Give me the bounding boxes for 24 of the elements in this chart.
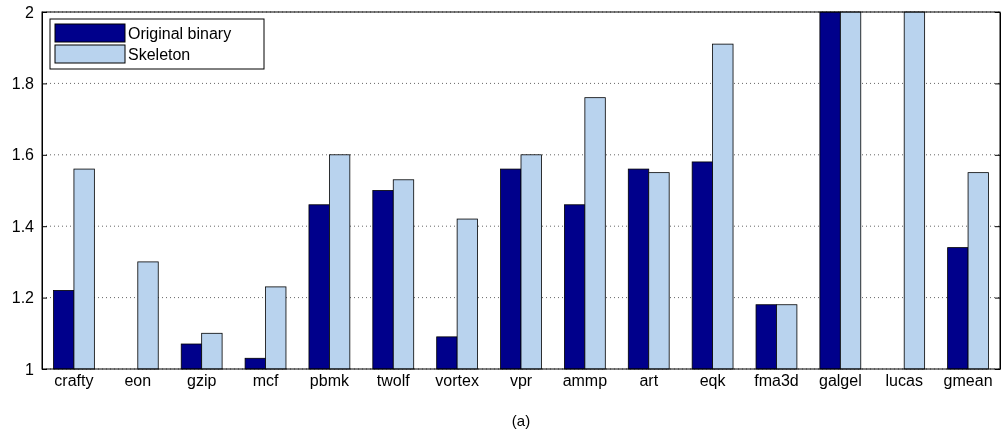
- x-tick-label: crafty: [54, 372, 94, 390]
- x-tick-label: vpr: [509, 372, 533, 390]
- y-tick-label: 1.4: [11, 217, 35, 235]
- x-tick-label: pbmk: [309, 372, 350, 390]
- x-tick-label: gzip: [186, 372, 217, 390]
- x-tick-label: gmean: [943, 372, 993, 390]
- x-tick-label: fma3d: [754, 372, 799, 390]
- x-tick-label: eqk: [699, 372, 727, 390]
- text: (a): [511, 412, 531, 429]
- x-tick-label: eon: [124, 372, 152, 390]
- x-tick-label: twolf: [376, 372, 411, 390]
- y-tick-label: 1.6: [11, 146, 35, 164]
- y-tick-label: 1: [25, 360, 35, 378]
- x-tick-label: art: [639, 372, 659, 390]
- y-tick-label: 1.2: [11, 289, 35, 307]
- x-tick-label: lucas: [885, 372, 923, 390]
- legend-label: Original binary: [128, 25, 232, 42]
- y-tick-label: 2: [25, 3, 35, 21]
- legend-label: Skeleton: [128, 46, 191, 63]
- x-tick-label: galgel: [818, 372, 862, 390]
- x-tick-label: vortex: [435, 372, 479, 390]
- y-tick-label: 1.8: [11, 75, 35, 93]
- x-tick-label: mcf: [252, 372, 279, 390]
- x-tick-label: ammp: [562, 372, 608, 390]
